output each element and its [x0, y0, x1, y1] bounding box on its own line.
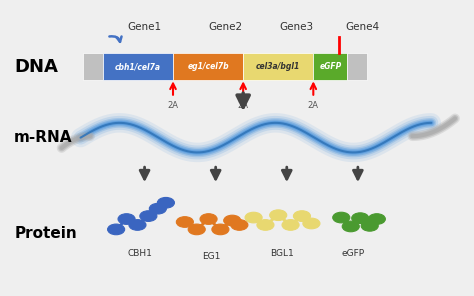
FancyBboxPatch shape	[103, 53, 173, 80]
Circle shape	[270, 210, 287, 221]
Text: Gene2: Gene2	[208, 22, 242, 32]
Text: Gene1: Gene1	[128, 22, 162, 32]
Text: 2A: 2A	[308, 101, 319, 110]
FancyBboxPatch shape	[173, 53, 243, 80]
Text: cbh1/cel7a: cbh1/cel7a	[115, 62, 161, 71]
Circle shape	[212, 224, 229, 235]
FancyBboxPatch shape	[243, 53, 313, 80]
Text: Gene3: Gene3	[279, 22, 313, 32]
Circle shape	[293, 211, 310, 221]
Circle shape	[231, 220, 248, 230]
Text: EG1: EG1	[202, 252, 220, 260]
Text: 2A: 2A	[237, 101, 249, 110]
Circle shape	[361, 221, 378, 231]
Circle shape	[342, 221, 359, 232]
FancyBboxPatch shape	[313, 53, 347, 80]
Text: CBH1: CBH1	[128, 249, 152, 258]
Circle shape	[257, 220, 274, 230]
Text: Gene4: Gene4	[346, 22, 380, 32]
Text: eGFP: eGFP	[319, 62, 341, 71]
Circle shape	[200, 214, 217, 224]
FancyBboxPatch shape	[83, 53, 103, 80]
Circle shape	[333, 212, 350, 223]
Circle shape	[224, 215, 241, 226]
Text: 2A: 2A	[167, 101, 179, 110]
Circle shape	[140, 211, 157, 221]
Text: eg1/cel7b: eg1/cel7b	[187, 62, 229, 71]
Text: BGL1: BGL1	[270, 249, 294, 258]
Circle shape	[303, 218, 320, 229]
Text: cel3a/bgl1: cel3a/bgl1	[256, 62, 301, 71]
Circle shape	[149, 203, 166, 214]
Circle shape	[282, 220, 299, 230]
FancyArrowPatch shape	[109, 36, 121, 42]
Circle shape	[108, 224, 125, 235]
FancyBboxPatch shape	[347, 53, 367, 80]
Text: m-RNA: m-RNA	[14, 130, 73, 145]
Text: DNA: DNA	[14, 58, 58, 75]
Circle shape	[368, 214, 385, 224]
Circle shape	[118, 214, 135, 224]
Circle shape	[245, 212, 262, 223]
Circle shape	[129, 220, 146, 230]
Circle shape	[352, 213, 369, 223]
Text: Protein: Protein	[14, 226, 77, 241]
Circle shape	[188, 224, 205, 235]
Circle shape	[176, 217, 193, 227]
Circle shape	[157, 197, 174, 208]
Text: eGFP: eGFP	[342, 249, 365, 258]
